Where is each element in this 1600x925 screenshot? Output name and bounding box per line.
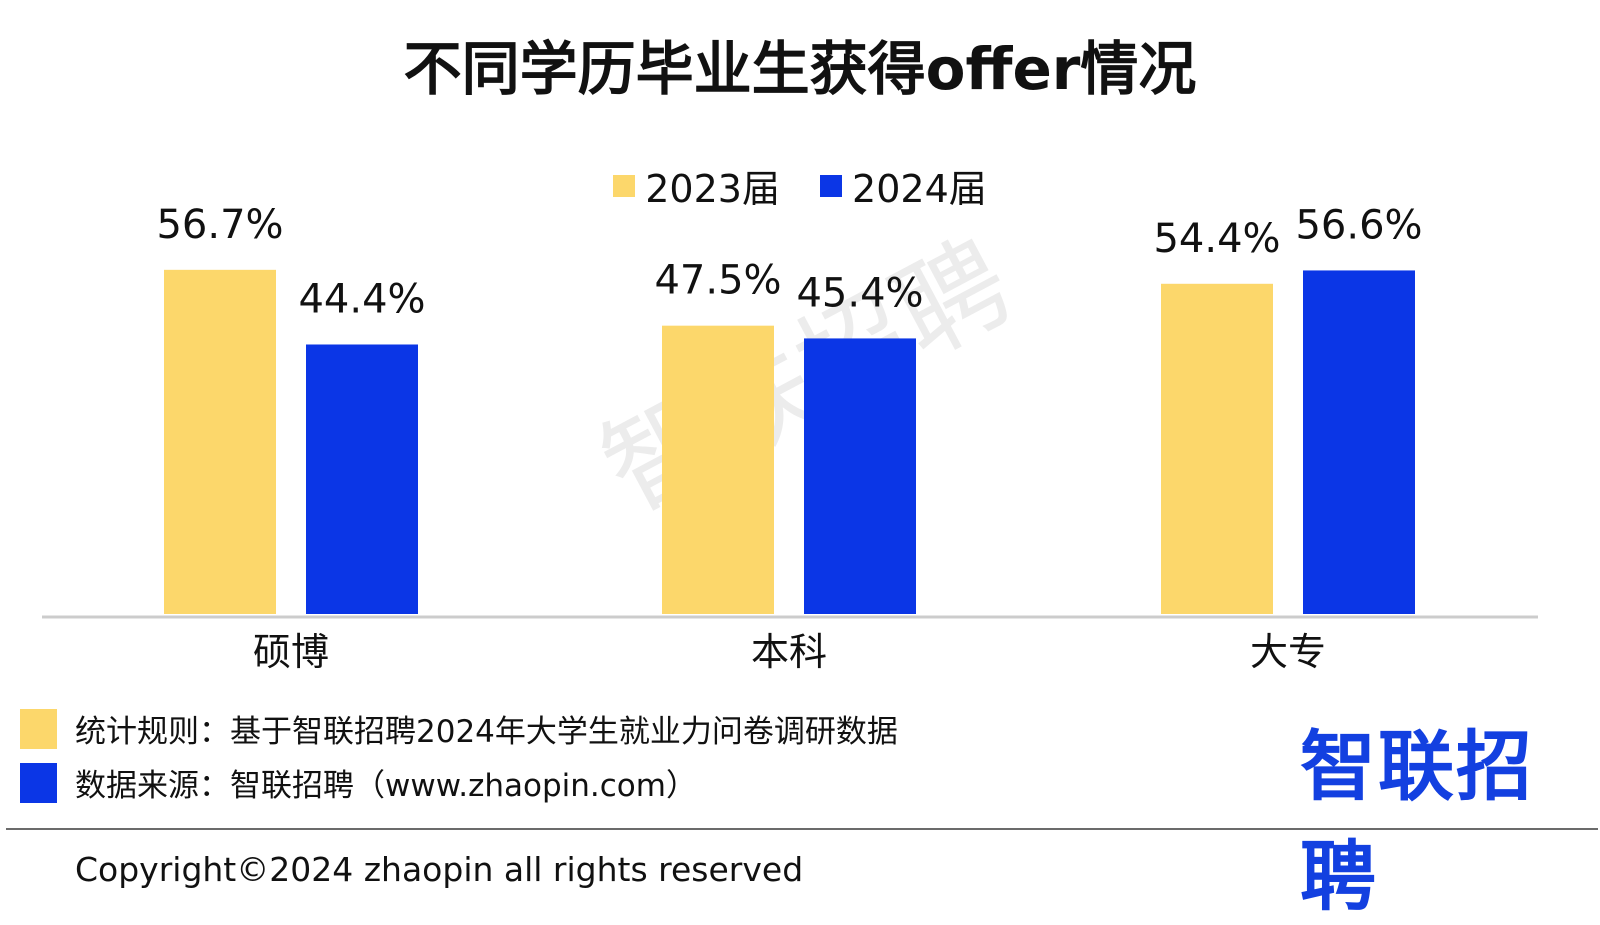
value-label-2023-2: 54.4% (1153, 216, 1280, 262)
legend-label-2024: 2024届 (852, 167, 987, 211)
bar-2024-1 (804, 338, 916, 614)
bar-2023-1 (662, 325, 774, 614)
footer-source-swatch (20, 762, 57, 803)
copyright-text: Copyright©2024 zhaopin all rights reserv… (75, 850, 804, 889)
legend-item-2023: 2023届 (613, 158, 780, 213)
bar-chart: 56.7% 44.4% 硕博 47.5% 45.4% 本科 54.4% 56.6% 大专 (42, 202, 1538, 674)
bar-2023-0 (164, 269, 276, 614)
legend-label-2023: 2023届 (645, 167, 780, 211)
category-label-2: 大专 (1250, 630, 1326, 674)
legend-swatch-2024 (820, 174, 843, 197)
value-label-2024-0: 44.4% (298, 276, 425, 322)
footer-source-text: 数据来源：智联招聘（www.zhaopin.com） (75, 768, 697, 804)
value-label-2024-1: 45.4% (796, 270, 923, 316)
bar-2024-2 (1303, 270, 1415, 614)
value-label-2023-0: 56.7% (156, 202, 283, 248)
footer-rule-text: 统计规则：基于智联招聘2024年大学生就业力问卷调研数据 (75, 714, 898, 750)
category-label-0: 硕博 (253, 630, 329, 674)
legend-item-2024: 2024届 (820, 158, 987, 213)
footer-source: 数据来源：智联招聘（www.zhaopin.com） (20, 760, 697, 805)
legend-swatch-2023 (613, 174, 636, 197)
value-label-2023-1: 47.5% (654, 258, 781, 304)
legend: 2023届 2024届 (0, 158, 1600, 213)
bar-2023-2 (1161, 283, 1273, 614)
footer-rule: 统计规则：基于智联招聘2024年大学生就业力问卷调研数据 (20, 706, 898, 751)
zhaopin-logo: 智联招聘 (1300, 722, 1534, 921)
value-label-2024-2: 56.6% (1295, 202, 1422, 248)
divider (6, 828, 1598, 830)
bar-2024-0 (306, 344, 418, 614)
category-label-1: 本科 (751, 630, 827, 674)
chart-title: 不同学历毕业生获得offer情况 (403, 35, 1197, 103)
footer-rule-swatch (20, 708, 57, 749)
